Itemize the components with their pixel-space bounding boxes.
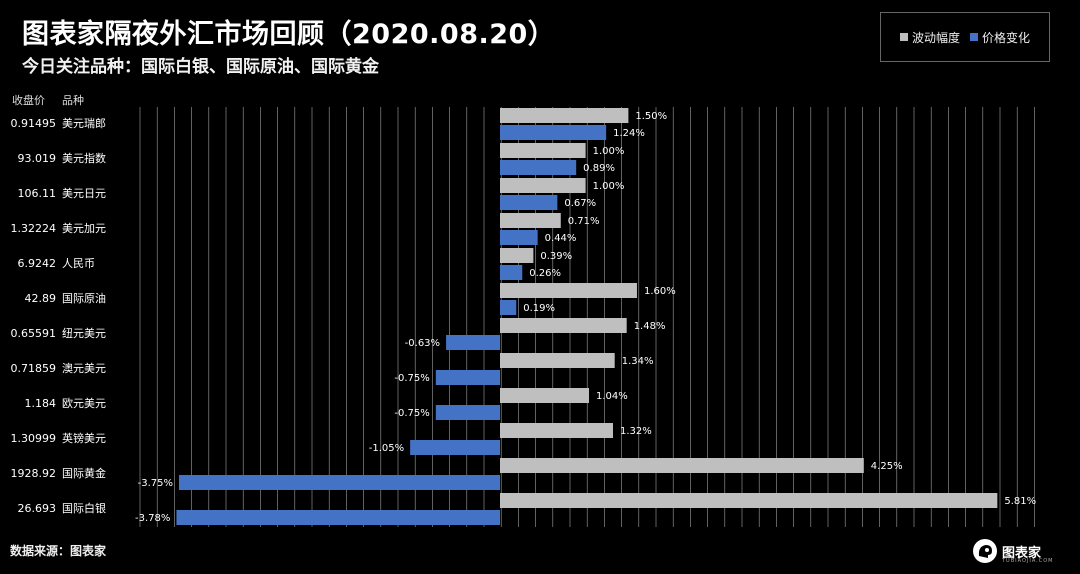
volatility-bar [500, 353, 615, 368]
legend-label-volatility: 波动幅度 [911, 30, 960, 45]
change-bar [500, 195, 558, 210]
change-value-label: -3.78% [135, 513, 170, 524]
change-bar [435, 370, 500, 385]
volatility-value-label: 0.71% [568, 216, 600, 227]
data-source: 数据来源：图表家 [10, 544, 107, 558]
volatility-value-label: 1.00% [593, 146, 625, 157]
change-bar [435, 405, 500, 420]
volatility-bar [500, 458, 864, 473]
volatility-value-label: 1.04% [596, 391, 628, 402]
change-value-label: 0.19% [523, 303, 555, 314]
category-label: 欧元美元 [62, 397, 106, 410]
volatility-bar [500, 493, 998, 508]
change-bar [410, 440, 500, 455]
close-price-label: 1.184 [25, 397, 57, 410]
category-label: 国际白银 [62, 501, 106, 515]
legend-swatch-change [970, 33, 978, 41]
category-label: 国际原油 [62, 291, 106, 305]
brand-head-icon [973, 539, 997, 563]
volatility-value-label: 5.81% [1004, 496, 1036, 507]
category-label: 美元加元 [62, 222, 106, 235]
category-label: 国际黄金 [62, 466, 106, 480]
close-price-header: 收盘价 [12, 94, 45, 107]
close-price-label: 6.9242 [18, 257, 57, 270]
change-value-label: 1.24% [613, 128, 645, 139]
volatility-bar [500, 248, 534, 263]
grid-lines [139, 107, 1035, 527]
change-value-label: 0.26% [529, 268, 561, 279]
close-price-label: 106.11 [18, 187, 57, 200]
category-label: 美元指数 [62, 151, 106, 165]
brand-logo-text: 图表家 [1002, 545, 1042, 561]
legend-label-change: 价格变化 [982, 30, 1031, 45]
legend-swatch-volatility [899, 33, 908, 41]
change-bar [500, 160, 577, 175]
volatility-value-label: 1.34% [622, 356, 654, 367]
close-price-label: 26.693 [18, 502, 57, 515]
close-price-label: 1.30999 [11, 432, 57, 445]
category-label: 人民币 [62, 257, 95, 270]
brand-logo: 图表家 TUBIAOJIA.COM [972, 538, 1053, 564]
volatility-bar [500, 388, 590, 403]
volatility-value-label: 1.48% [634, 321, 666, 332]
change-bar [500, 125, 607, 140]
volatility-value-label: 0.39% [540, 251, 572, 262]
change-value-label: -0.75% [394, 373, 429, 384]
change-bar [176, 510, 500, 525]
category-label: 英镑美元 [62, 431, 106, 445]
brand-logo-subtext: TUBIAOJIA.COM [1002, 558, 1054, 564]
change-value-label: 0.44% [545, 233, 577, 244]
close-price-label: 0.71859 [11, 362, 57, 375]
chart-title: 图表家隔夜外汇市场回顾（2020.08.20） [22, 19, 556, 50]
volatility-value-label: 1.60% [644, 286, 676, 297]
category-label: 美元瑞郎 [62, 116, 106, 130]
close-price-label: 93.019 [18, 152, 57, 165]
change-bar [500, 300, 517, 315]
category-label: 纽元美元 [62, 326, 106, 340]
instrument-header: 品种 [62, 94, 84, 107]
close-price-label: 42.89 [25, 292, 57, 305]
volatility-value-label: 1.50% [635, 111, 667, 122]
close-price-label: 1.32224 [11, 222, 57, 235]
change-value-label: -0.75% [394, 408, 429, 419]
chart-legend: 波动幅度 价格变化 [880, 12, 1050, 62]
volatility-bar [500, 213, 561, 228]
volatility-bar [500, 143, 586, 158]
close-price-label: 0.91495 [11, 117, 57, 130]
volatility-bar [500, 423, 613, 438]
change-bar [500, 265, 523, 280]
change-bar [179, 475, 500, 490]
volatility-value-label: 1.32% [620, 426, 652, 437]
legend-item-change: 价格变化 [970, 29, 1030, 46]
bars [176, 108, 998, 525]
close-price-label: 1928.92 [11, 467, 57, 480]
chart-subtitle: 今日关注品种：国际白银、国际原油、国际黄金 [22, 57, 379, 77]
change-value-label: 0.67% [564, 198, 596, 209]
volatility-value-label: 4.25% [871, 461, 903, 472]
change-bar [446, 335, 500, 350]
volatility-bar [500, 283, 637, 298]
category-label: 美元日元 [62, 187, 106, 200]
labels: 0.91495 美元瑞郎 1.50% 1.24% 93.019 美元指数 1.00% 0.89… [11, 111, 1037, 524]
change-value-label: -0.63% [405, 338, 440, 349]
change-value-label: 0.89% [583, 163, 615, 174]
legend-item-volatility: 波动幅度 [899, 29, 960, 46]
volatility-bar [500, 318, 627, 333]
volatility-value-label: 1.00% [593, 181, 625, 192]
change-value-label: -1.05% [369, 443, 404, 454]
close-price-label: 0.65591 [11, 327, 57, 340]
volatility-bar [500, 108, 629, 123]
volatility-bar [500, 178, 586, 193]
category-label: 澳元美元 [62, 362, 106, 375]
change-value-label: -3.75% [138, 478, 173, 489]
change-bar [500, 230, 538, 245]
